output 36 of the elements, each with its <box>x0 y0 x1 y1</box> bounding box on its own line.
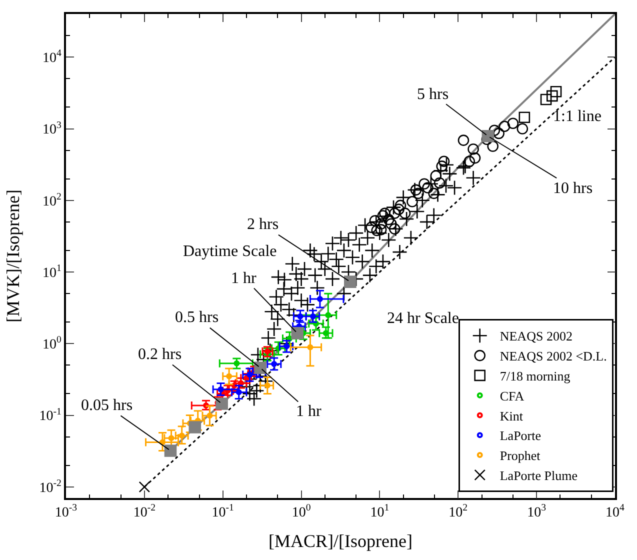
y-axis-title: [MVK]/[Isoprene] <box>2 190 23 322</box>
y-tick-label: 10$^{0}$ <box>42 334 62 353</box>
legend-label: 7/18 morning <box>500 368 571 384</box>
x-tick-label: 10$^{-3}$ <box>54 502 78 521</box>
legend-label: NEAQS 2002 <box>500 328 572 344</box>
annotation: Daytime Scale <box>183 243 277 260</box>
annotation: 0.5 hrs <box>175 309 219 326</box>
annotation: 5 hrs <box>417 86 449 103</box>
annotation: 1 hr <box>296 403 322 420</box>
series-label: 1:1 line <box>553 108 602 125</box>
annotation: 2 hrs <box>247 216 279 233</box>
y-tick-label: 10$^{-1}$ <box>39 406 62 424</box>
annotation: 1 hr <box>231 270 257 287</box>
y-tick-label: 10$^{3}$ <box>42 120 62 138</box>
x-tick-label: 10$^{1}$ <box>370 502 390 521</box>
y-tick-label: 10$^{4}$ <box>42 48 62 66</box>
legend-label: LaPorte <box>500 428 542 444</box>
x-tick-label: 10$^{4}$ <box>606 502 625 521</box>
annotation: 10 hrs <box>553 180 593 197</box>
legend-label: LaPorte Plume <box>500 468 578 484</box>
x-tick-label: 10$^{2}$ <box>448 502 468 521</box>
y-tick-label: 10$^{2}$ <box>42 191 62 210</box>
annotation: 0.2 hrs <box>138 346 182 363</box>
x-tick-label: 10$^{-1}$ <box>212 502 234 521</box>
legend-label: Prophet <box>500 448 541 464</box>
x-axis-title: [MACR]/[Isoprene] <box>268 531 412 552</box>
legend-label: Kint <box>500 408 524 424</box>
y-tick-label: 10$^{1}$ <box>42 263 62 281</box>
x-tick-label: 10$^{-2}$ <box>133 502 156 521</box>
legend-label: CFA <box>500 388 525 404</box>
legend-label: NEAQS 2002 <D.L. <box>500 348 607 364</box>
x-tick-label: 10$^{3}$ <box>527 502 546 521</box>
annotation: 24 hr Scale <box>387 310 459 327</box>
y-tick-label: 10$^{-2}$ <box>39 478 62 496</box>
annotation: 0.05 hrs <box>81 397 133 414</box>
x-tick-label: 10$^{0}$ <box>292 502 311 521</box>
